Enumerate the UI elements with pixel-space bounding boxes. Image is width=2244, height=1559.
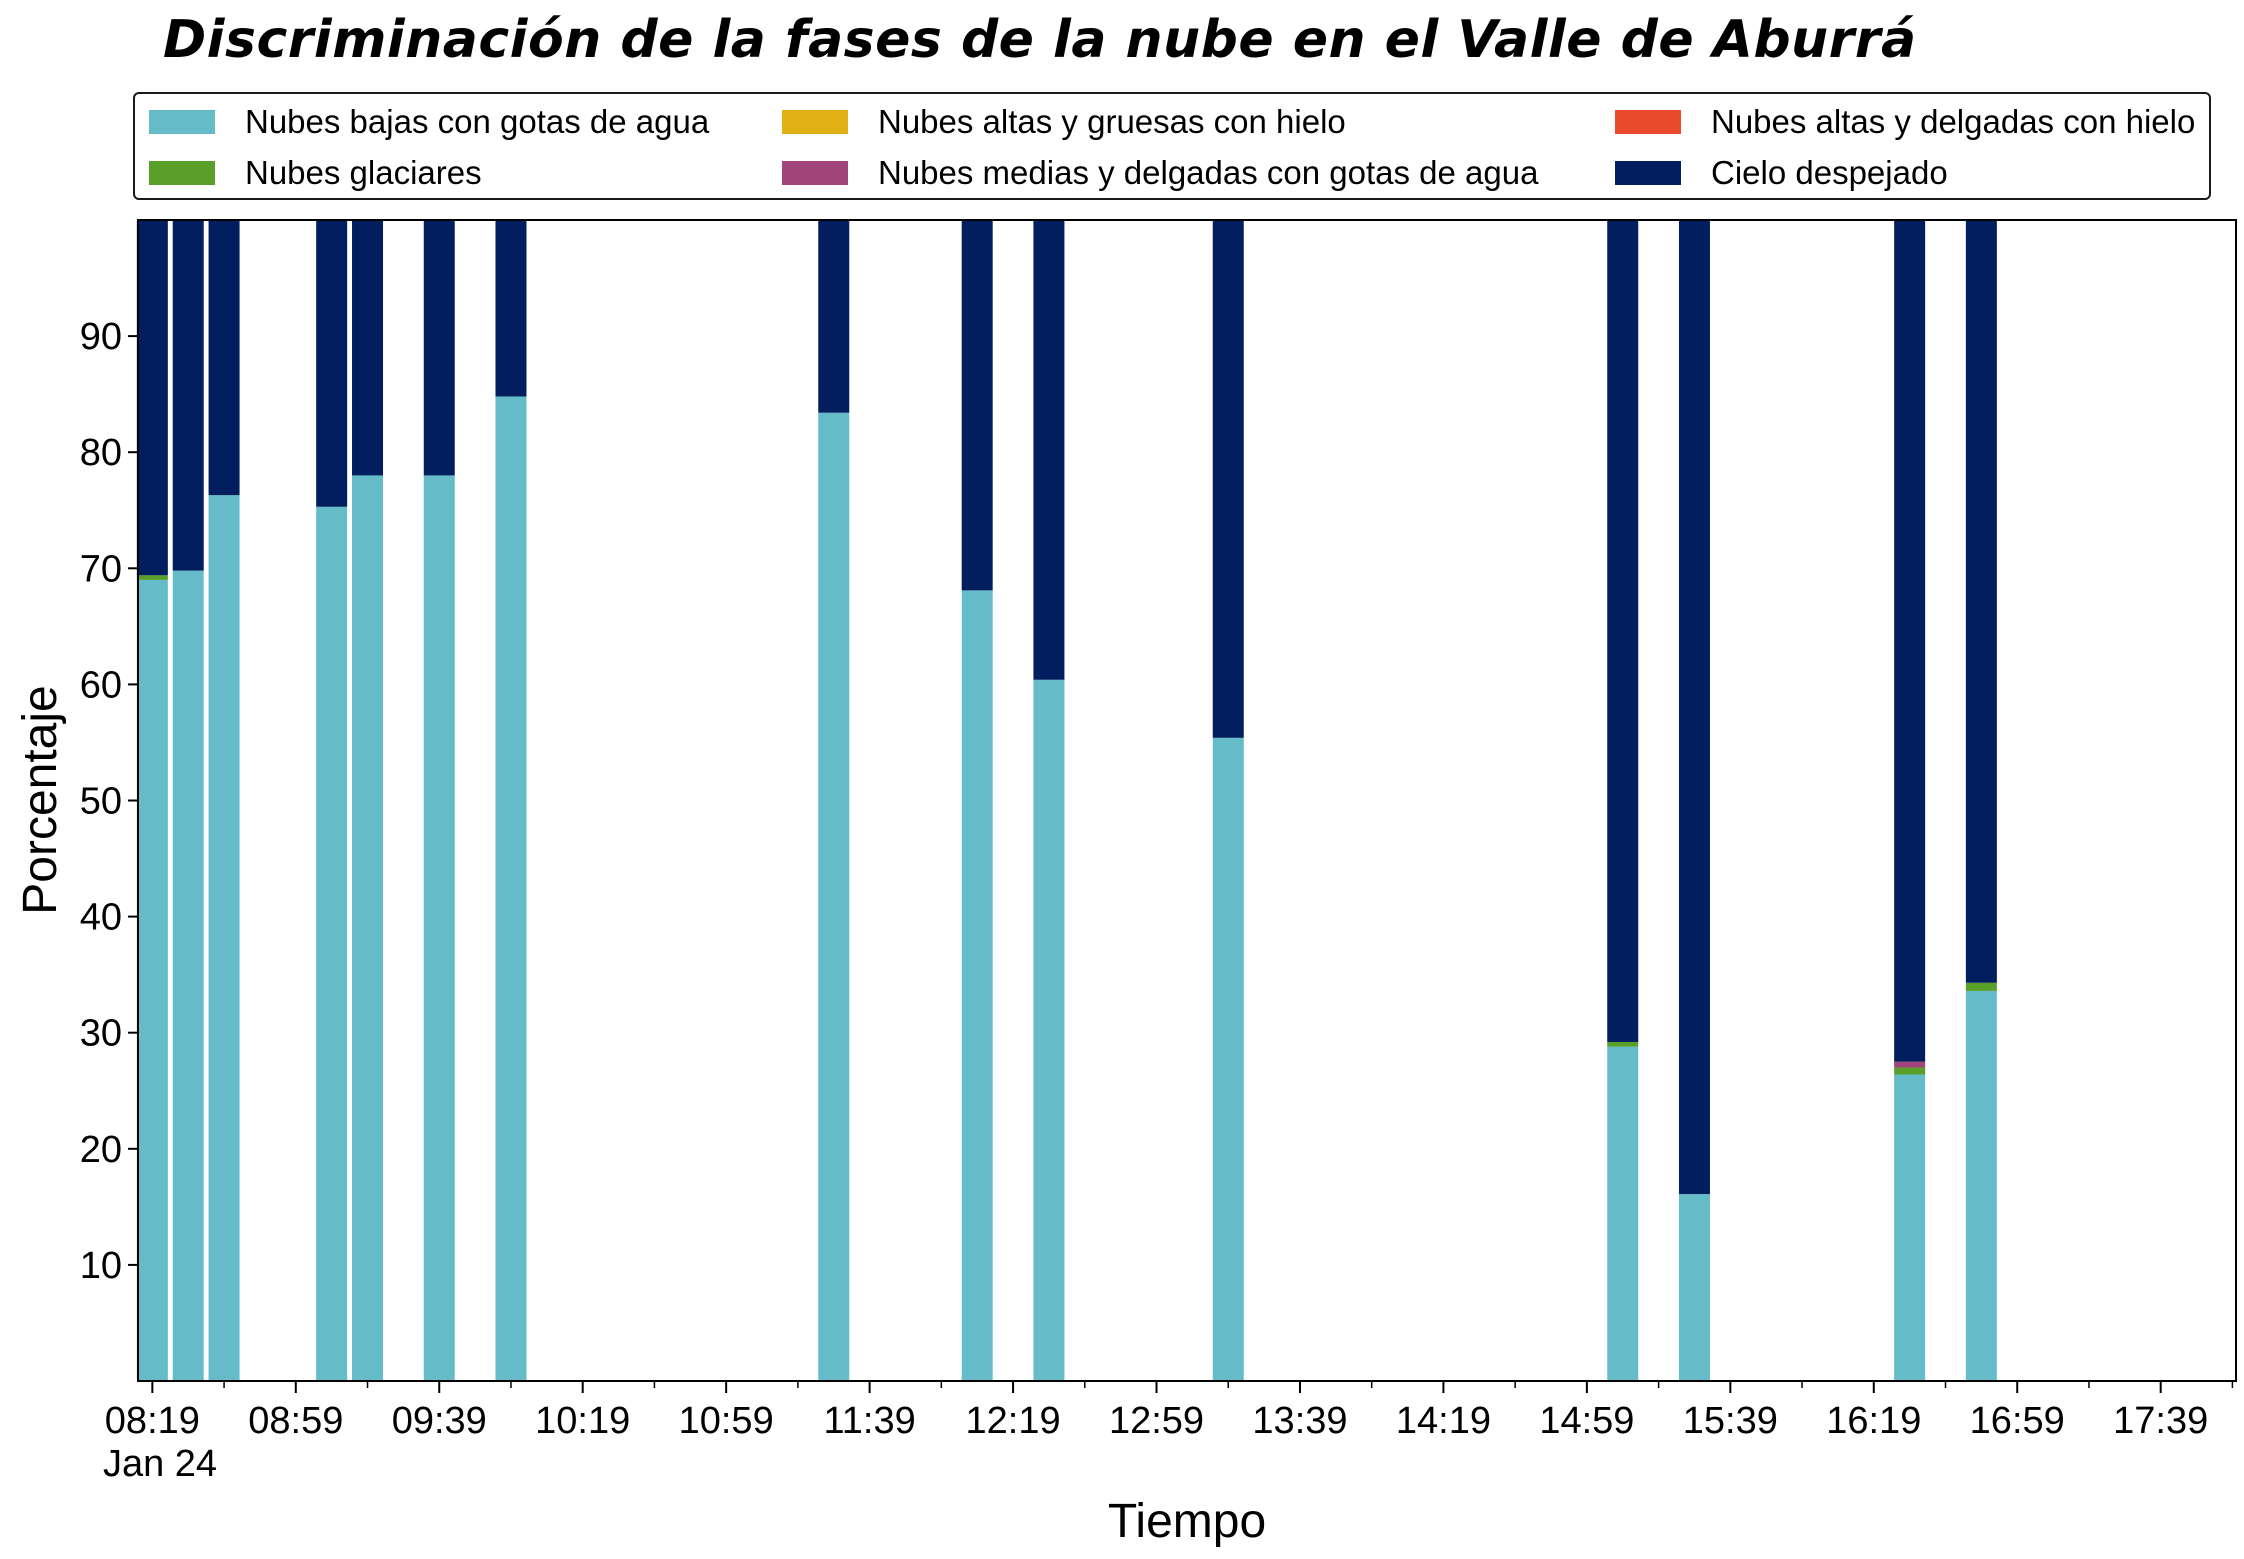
y-tick-label: 40 — [80, 897, 122, 939]
legend: Nubes bajas con gotas de agua Nubes glac… — [133, 92, 2211, 200]
legend-label-nubes-bajas: Nubes bajas con gotas de agua — [245, 103, 710, 140]
legend-label-nubes-altas-delgadas: Nubes altas y delgadas con hielo — [1711, 103, 2196, 140]
bar-segment — [1894, 1061, 1926, 1068]
bar-segment — [1212, 220, 1244, 738]
legend-swatch-nubes-glaciares — [149, 161, 215, 185]
bar-segment — [1894, 1074, 1926, 1381]
x-tick-label: 08:59 — [248, 1400, 343, 1442]
bar-segment — [172, 570, 204, 1381]
x-tick-label: 14:59 — [1539, 1400, 1634, 1442]
x-tick-label: 16:59 — [1970, 1400, 2065, 1442]
x-date-label: Jan 24 — [103, 1443, 217, 1485]
bar-segment — [423, 475, 455, 1381]
legend-label-nubes-altas-gruesas: Nubes altas y gruesas con hielo — [878, 103, 1346, 140]
bar-segment — [495, 396, 527, 1382]
bar-segment — [136, 579, 168, 1381]
x-tick-label: 11:39 — [823, 1400, 915, 1442]
legend-label-nubes-medias: Nubes medias y delgadas con gotas de agu… — [878, 154, 1539, 191]
x-tick-label: 17:39 — [2113, 1400, 2208, 1442]
bar-segment — [316, 506, 348, 1381]
legend-item-nubes-glaciares: Nubes glaciares — [149, 153, 482, 193]
bar-segment — [1894, 1067, 1926, 1075]
legend-item-cielo-despejado: Cielo despejado — [1615, 153, 1948, 193]
legend-swatch-nubes-medias — [782, 161, 848, 185]
y-tick-label: 50 — [80, 781, 122, 823]
x-tick-label: 16:19 — [1826, 1400, 1921, 1442]
bar-segment — [172, 220, 204, 571]
bar-segment — [818, 412, 850, 1382]
bar-segment — [1212, 737, 1244, 1381]
legend-label-nubes-glaciares: Nubes glaciares — [245, 154, 482, 191]
bars-layer — [136, 220, 1997, 1382]
bar-segment — [961, 590, 993, 1381]
legend-item-nubes-medias: Nubes medias y delgadas con gotas de agu… — [782, 153, 1538, 193]
y-tick-label: 90 — [80, 316, 122, 358]
bar-segment — [1678, 220, 1710, 1195]
legend-item-nubes-altas-gruesas: Nubes altas y gruesas con hielo — [782, 102, 1346, 142]
legend-swatch-nubes-altas-delgadas — [1615, 110, 1681, 134]
y-tick-label: 10 — [80, 1245, 122, 1287]
bar-segment — [1033, 679, 1065, 1381]
legend-label-cielo-despejado: Cielo despejado — [1711, 154, 1948, 191]
bar-segment — [818, 220, 850, 413]
bar-segment — [961, 220, 993, 591]
bar-segment — [423, 220, 455, 476]
bar-segment — [1607, 220, 1639, 1042]
y-tick-label: 60 — [80, 664, 122, 706]
x-tick-label: 15:39 — [1683, 1400, 1778, 1442]
legend-swatch-nubes-bajas — [149, 110, 215, 134]
y-tick-label: 80 — [80, 432, 122, 474]
bar-segment — [1894, 220, 1926, 1062]
bar-segment — [1678, 1194, 1710, 1381]
bar-segment — [136, 575, 168, 580]
legend-swatch-cielo-despejado — [1615, 161, 1681, 185]
y-tick-label: 20 — [80, 1129, 122, 1171]
bar-segment — [1965, 220, 1997, 983]
x-tick-label: 12:59 — [1109, 1400, 1204, 1442]
x-tick-label: 10:19 — [535, 1400, 630, 1442]
bar-segment — [352, 475, 384, 1381]
y-tick-label: 30 — [80, 1013, 122, 1055]
x-axis-label: Tiempo — [1108, 1495, 1266, 1548]
x-tick-label: 08:19 — [105, 1400, 200, 1442]
bar-segment — [1607, 1046, 1639, 1381]
legend-item-nubes-bajas: Nubes bajas con gotas de agua — [149, 102, 709, 142]
bar-segment — [1965, 990, 1997, 1381]
legend-swatch-nubes-altas-gruesas — [782, 110, 848, 134]
ticks-layer: 10 20 30 40 50 60 70 80 90 08:19 08:59 09:39 10:19 10… — [80, 316, 2234, 1442]
bar-segment — [1033, 220, 1065, 680]
bar-segment — [208, 495, 240, 1381]
y-axis-label: Porcentaje — [14, 685, 67, 914]
x-tick-label: 14:19 — [1396, 1400, 1491, 1442]
y-tick-label: 70 — [80, 548, 122, 590]
bar-segment — [1607, 1041, 1639, 1047]
bar-segment — [1965, 982, 1997, 991]
bar-segment — [495, 220, 527, 397]
legend-item-nubes-altas-delgadas: Nubes altas y delgadas con hielo — [1615, 102, 2195, 142]
x-tick-label: 09:39 — [392, 1400, 487, 1442]
x-tick-label: 12:19 — [966, 1400, 1061, 1442]
x-tick-label: 13:39 — [1252, 1400, 1347, 1442]
bar-segment — [208, 220, 240, 496]
bar-segment — [352, 220, 384, 476]
bar-segment — [136, 220, 168, 576]
bar-segment — [316, 220, 348, 507]
chart-title: Discriminación de la fases de la nube en… — [163, 10, 1917, 70]
x-tick-label: 10:59 — [679, 1400, 774, 1442]
